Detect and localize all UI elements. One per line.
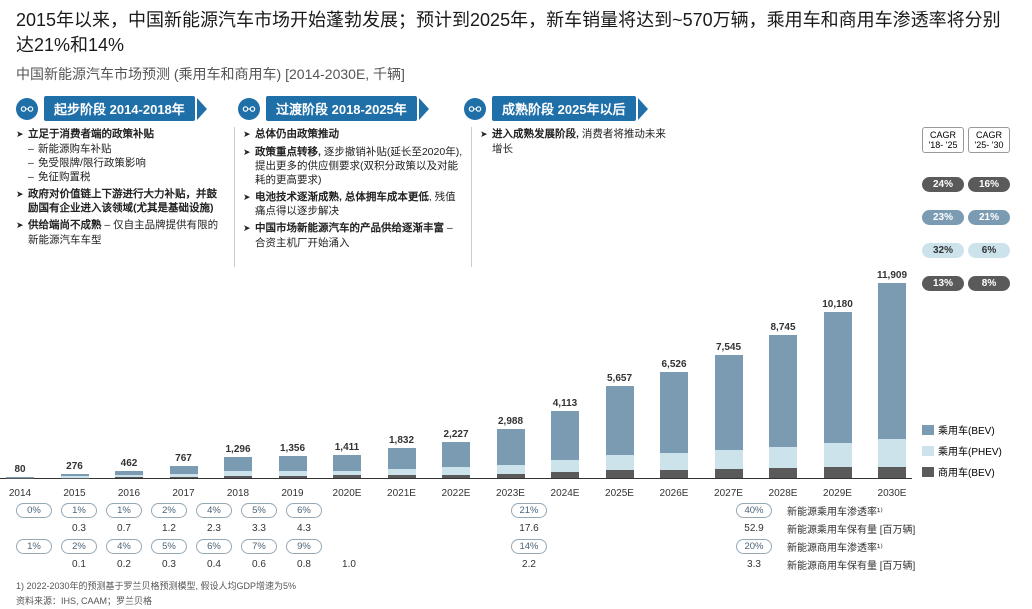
bar-total: 8,745 xyxy=(770,322,795,333)
bullets-col-3: 进入成熟发展阶段, 消费者将推动未来增长 xyxy=(480,127,670,158)
x-label: 2018 xyxy=(220,488,256,499)
phase-3-label: 成熟阶段 2025年以后 xyxy=(492,96,636,121)
bar-total: 10,180 xyxy=(822,299,853,310)
cagr-row: 32%6% xyxy=(922,243,1010,258)
timeline-icon xyxy=(16,98,38,120)
arrow-icon xyxy=(197,98,207,120)
x-label: 2014 xyxy=(2,488,38,499)
metrics-row: 0.10.20.30.40.60.81.02.23.3新能源商用车保有量 [百万… xyxy=(16,557,1016,572)
footnote: 1) 2022-2030年的预测基于罗兰贝格预测模型, 假设人均GDP增速为5% xyxy=(0,575,1032,592)
x-label: 2024E xyxy=(547,488,583,499)
x-label: 2026E xyxy=(656,488,692,499)
x-label: 2023E xyxy=(493,488,529,499)
bar-total: 5,657 xyxy=(607,373,632,384)
bar-total: 80 xyxy=(14,464,25,475)
x-label: 2025E xyxy=(602,488,638,499)
main: 立足于消费者端的政策补贴新能源购车补贴免受限牌/限行政策影响免征购置税政府对价值… xyxy=(0,121,1032,267)
cagr-row: 23%21% xyxy=(922,210,1010,225)
bar-2021E: 1,832 xyxy=(384,435,420,478)
bullets-col-2: 总体仍由政策推动政策重点转移, 逐步撤销补贴(延长至2020年), 提出更多的供… xyxy=(243,127,463,267)
phase-2: 过渡阶段 2018-2025年 xyxy=(238,96,460,121)
phase-1-label: 起步阶段 2014-2018年 xyxy=(44,96,195,121)
cagr-header-1: CAGR '18- '25 xyxy=(922,127,964,153)
bar-total: 1,411 xyxy=(335,442,359,453)
bar-total: 2,227 xyxy=(443,429,468,440)
chart-col: 进入成熟发展阶段, 消费者将推动未来增长 CAGR '18- '25 CAGR … xyxy=(480,127,1016,267)
divider xyxy=(471,127,472,267)
bullets-col-1: 立足于消费者端的政策补贴新能源购车补贴免受限牌/限行政策影响免征购置税政府对价值… xyxy=(16,127,226,267)
bar-total: 2,988 xyxy=(498,416,523,427)
bar-2024E: 4,113 xyxy=(547,398,583,478)
x-label: 2029E xyxy=(820,488,856,499)
bar-2025E: 5,657 xyxy=(602,373,638,479)
subtitle: 中国新能源汽车市场预测 (乘用车和商用车) [2014-2030E, 千辆] xyxy=(0,62,1032,92)
legend-item: 商用车(BEV) xyxy=(922,464,1032,479)
x-label: 2021E xyxy=(384,488,420,499)
bar-2017: 767 xyxy=(166,453,202,479)
bar-2027E: 7,545 xyxy=(711,342,747,479)
bar-total: 767 xyxy=(175,453,192,464)
x-label: 2030E xyxy=(874,488,910,499)
bar-total: 462 xyxy=(121,458,138,469)
bar-total: 1,296 xyxy=(225,444,250,455)
timeline-icon xyxy=(464,98,486,120)
legend: 乘用车(BEV) 乘用车(PHEV) 商用车(BEV) xyxy=(922,422,1032,479)
arrow-icon xyxy=(638,98,648,120)
bars-row: 80 276 462 767 1,296 1,356 1,411 1,832 2,227 2,98… xyxy=(0,269,912,479)
bar-total: 276 xyxy=(66,461,83,472)
bar-total: 6,526 xyxy=(661,359,686,370)
cagr-headers: CAGR '18- '25 CAGR '25- '30 xyxy=(922,127,1010,153)
row-label: 新能源乘用车保有量 [百万辆] xyxy=(787,521,915,536)
divider xyxy=(234,127,235,267)
bar-2030E: 11,909 xyxy=(874,270,910,478)
bar-2029E: 10,180 xyxy=(820,299,856,479)
row-label: 新能源商用车保有量 [百万辆] xyxy=(787,557,915,572)
bar-total: 4,113 xyxy=(553,398,577,409)
bar-total: 7,545 xyxy=(716,342,741,353)
row-label: 新能源乘用车渗透率¹⁾ xyxy=(787,503,883,518)
phase-1: 起步阶段 2014-2018年 xyxy=(16,96,234,121)
page-title: 2015年以来，中国新能源汽车市场开始蓬勃发展；预计到2025年，新车销量将达到… xyxy=(0,0,1032,62)
metrics-grid: 0%1%1%2%4%5%6%21%40%新能源乘用车渗透率¹⁾ 0.30.71.2… xyxy=(0,499,1032,572)
x-axis: 2014 2015 2016 2017 2018 2019 2020E 2021E 2022E 2… xyxy=(0,488,912,499)
legend-item: 乘用车(PHEV) xyxy=(922,443,1032,458)
source: 资料来源：IHS, CAAM；罗兰贝格 xyxy=(0,592,1032,609)
bar-2019: 1,356 xyxy=(275,443,311,478)
cagr-header-2: CAGR '25- '30 xyxy=(968,127,1010,153)
bar-2026E: 6,526 xyxy=(656,359,692,479)
bar-chart: 80 276 462 767 1,296 1,356 1,411 1,832 2,227 2,98… xyxy=(0,269,1032,499)
x-label: 2015 xyxy=(57,488,93,499)
phase-2-label: 过渡阶段 2018-2025年 xyxy=(266,96,417,121)
bar-total: 1,356 xyxy=(280,443,305,454)
metrics-row: 0.30.71.22.33.34.317.652.9新能源乘用车保有量 [百万辆… xyxy=(16,521,1016,536)
bar-2020E: 1,411 xyxy=(329,442,365,478)
x-label: 2017 xyxy=(166,488,202,499)
timeline-icon xyxy=(238,98,260,120)
x-label: 2022E xyxy=(438,488,474,499)
bar-2023E: 2,988 xyxy=(493,416,529,478)
bar-total: 11,909 xyxy=(877,270,907,281)
x-label: 2028E xyxy=(765,488,801,499)
bar-2016: 462 xyxy=(111,458,147,479)
x-label: 2027E xyxy=(711,488,747,499)
bar-2014: 80 xyxy=(2,464,38,478)
x-label: 2016 xyxy=(111,488,147,499)
bar-2015: 276 xyxy=(57,461,93,479)
phase-row: 起步阶段 2014-2018年 过渡阶段 2018-2025年 成熟阶段 202… xyxy=(0,92,1032,121)
arrow-icon xyxy=(419,98,429,120)
row-label: 新能源商用车渗透率¹⁾ xyxy=(787,539,883,554)
legend-item: 乘用车(BEV) xyxy=(922,422,1032,437)
metrics-row: 0%1%1%2%4%5%6%21%40%新能源乘用车渗透率¹⁾ xyxy=(16,503,1016,518)
cagr-row: 24%16% xyxy=(922,177,1010,192)
bar-2022E: 2,227 xyxy=(438,429,474,478)
bar-2028E: 8,745 xyxy=(765,322,801,478)
bar-total: 1,832 xyxy=(389,435,414,446)
x-label: 2019 xyxy=(275,488,311,499)
bar-2018: 1,296 xyxy=(220,444,256,478)
x-label: 2020E xyxy=(329,488,365,499)
phase-3: 成熟阶段 2025年以后 xyxy=(464,96,648,121)
metrics-row: 1%2%4%5%6%7%9%14%20%新能源商用车渗透率¹⁾ xyxy=(16,539,1016,554)
